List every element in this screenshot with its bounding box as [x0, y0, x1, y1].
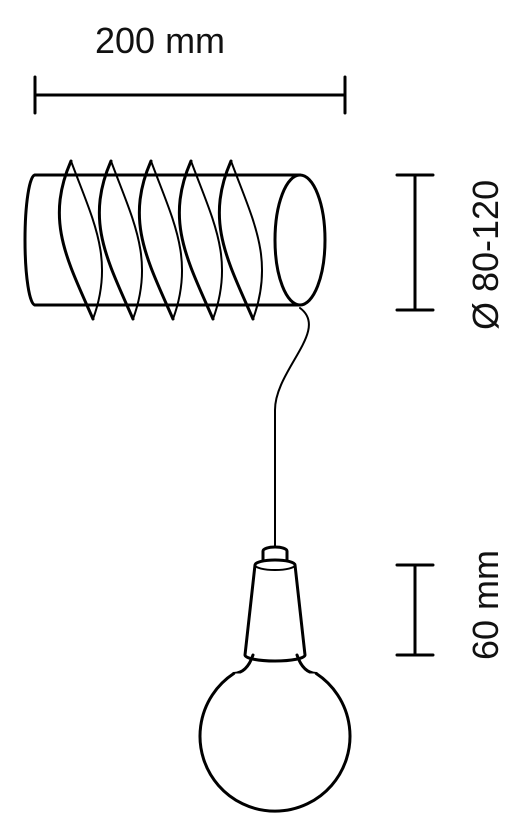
width-label: 200 mm — [95, 20, 225, 62]
technical-drawing — [0, 0, 516, 827]
diagram-canvas: 200 mm Ø 80-120 60 mm — [0, 0, 516, 827]
socket-height-label: 60 mm — [465, 550, 507, 660]
diameter-label: Ø 80-120 — [465, 180, 507, 330]
